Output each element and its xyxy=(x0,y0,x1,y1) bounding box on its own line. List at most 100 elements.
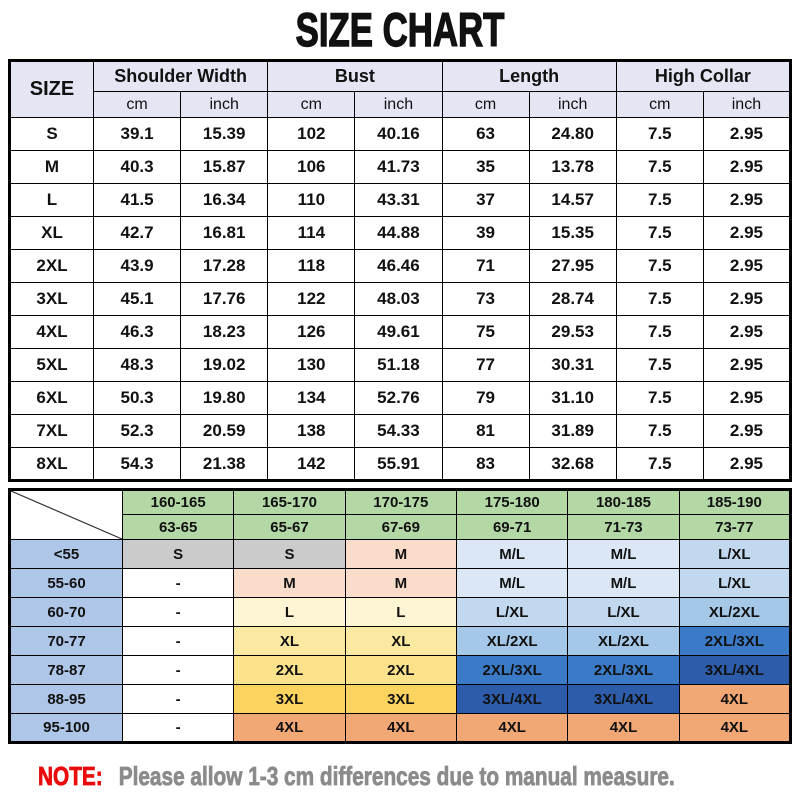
size-row-label: XL xyxy=(9,216,94,250)
measurement-cell: 7.5 xyxy=(615,150,704,184)
measurement-cell: 15.87 xyxy=(180,150,269,184)
group-header-cell: High Collar xyxy=(615,60,792,92)
measurement-cell: 46.3 xyxy=(92,315,182,349)
unit-header-cell: inch xyxy=(528,91,617,118)
note-inner: NOTE: Please allow 1-3 cm differences due… xyxy=(38,761,675,792)
weight-row-label: 70-77 xyxy=(9,626,123,656)
measurement-cell: 37 xyxy=(441,183,530,217)
fit-size-cell: - xyxy=(121,713,235,743)
measurement-row: 5XL 48.3 19.02 130 51.18 77 30.31 7.5 2.95 xyxy=(9,348,792,382)
measurement-cell: 31.10 xyxy=(528,381,617,415)
fit-size-cell: XL/2XL xyxy=(455,626,569,656)
measurement-cell: 7.5 xyxy=(615,282,704,316)
measurement-cell: 83 xyxy=(441,447,530,481)
measurement-cell: 114 xyxy=(267,216,356,250)
measurement-cell: 27.95 xyxy=(528,249,617,283)
fit-table-head: 160-165 165-170 170-175 175-180 180-185 185-1… xyxy=(9,489,792,540)
fit-size-cell: 3XL/4XL xyxy=(455,684,569,714)
measurement-cell: 110 xyxy=(267,183,356,217)
note-label: NOTE: xyxy=(38,761,103,792)
measurement-cell: 52.3 xyxy=(92,414,182,448)
fit-size-cell: M xyxy=(344,568,457,598)
fit-size-cell: L/XL xyxy=(455,597,569,627)
size-row-label: 3XL xyxy=(9,282,94,316)
measurement-cell: 30.31 xyxy=(528,348,617,382)
fit-size-cell: M xyxy=(233,568,346,598)
measurement-cell: 2.95 xyxy=(702,447,792,481)
fit-size-cell: M xyxy=(344,539,457,569)
measurement-cell: 40.16 xyxy=(354,117,443,151)
diagonal-line-icon xyxy=(11,491,122,539)
height-range-cell: 160-165 xyxy=(121,489,235,515)
measurement-cell: 21.38 xyxy=(180,447,269,481)
measurement-cell: 2.95 xyxy=(702,117,792,151)
measurement-cell: 29.53 xyxy=(528,315,617,349)
fit-row: 95-100-4XL 4XL 4XL 4XL 4XL xyxy=(9,713,792,743)
unit-header-cell: inch xyxy=(702,91,792,118)
measurement-cell: 126 xyxy=(267,315,356,349)
fit-size-cell: XL xyxy=(233,626,346,656)
fit-size-cell: 4XL xyxy=(567,713,680,743)
measurement-cell: 71 xyxy=(441,249,530,283)
fit-size-cell: L xyxy=(233,597,346,627)
measurement-table-body: S 39.1 15.39 102 40.16 63 24.80 7.5 2.95 M 40.3 15.… xyxy=(9,117,792,481)
height-range-cell: 180-185 xyxy=(567,489,680,515)
measurement-cell: 52.76 xyxy=(354,381,443,415)
measurement-cell: 134 xyxy=(267,381,356,415)
measurement-cell: 15.39 xyxy=(180,117,269,151)
measurement-cell: 51.18 xyxy=(354,348,443,382)
fit-size-cell: XL xyxy=(344,626,457,656)
measurement-row: 8XL 54.3 21.38 142 55.91 83 32.68 7.5 2.95 xyxy=(9,447,792,481)
weight-row-label: 88-95 xyxy=(9,684,123,714)
size-row-label: S xyxy=(9,117,94,151)
fit-size-cell: S xyxy=(121,539,235,569)
measurement-cell: 77 xyxy=(441,348,530,382)
measurement-cell: 17.76 xyxy=(180,282,269,316)
measurement-cell: 49.61 xyxy=(354,315,443,349)
measurement-cell: 19.02 xyxy=(180,348,269,382)
measurement-cell: 39.1 xyxy=(92,117,182,151)
measurement-cell: 40.3 xyxy=(92,150,182,184)
weight-row-label: 78-87 xyxy=(9,655,123,685)
measurement-cell: 55.91 xyxy=(354,447,443,481)
measurement-cell: 7.5 xyxy=(615,447,704,481)
measurement-cell: 45.1 xyxy=(92,282,182,316)
size-row-label: 4XL xyxy=(9,315,94,349)
fit-size-cell: 4XL xyxy=(678,684,792,714)
fit-size-cell: - xyxy=(121,684,235,714)
measurement-cell: 63 xyxy=(441,117,530,151)
measurement-cell: 2.95 xyxy=(702,282,792,316)
measurement-cell: 28.74 xyxy=(528,282,617,316)
fit-row: 78-87-2XL 2XL 2XL/3XL 2XL/3XL 3XL/4XL xyxy=(9,655,792,685)
measurement-cell: 106 xyxy=(267,150,356,184)
measurement-cell: 7.5 xyxy=(615,315,704,349)
measurement-cell: 17.28 xyxy=(180,249,269,283)
measurement-cell: 16.81 xyxy=(180,216,269,250)
measurement-row: 6XL 50.3 19.80 134 52.76 79 31.10 7.5 2.95 xyxy=(9,381,792,415)
fit-size-cell: L/XL xyxy=(678,539,792,569)
fit-table-body: <55 S S M M/L M/L L/XL 55-60- M M M/L M/L L/XL 60-70-… xyxy=(9,539,792,743)
fit-size-cell: 4XL xyxy=(233,713,346,743)
fit-table-wrap: 160-165 165-170 170-175 175-180 180-185 185-1… xyxy=(0,488,800,744)
measurement-cell: 130 xyxy=(267,348,356,382)
measurement-cell: 2.95 xyxy=(702,414,792,448)
fit-size-cell: M/L xyxy=(567,568,680,598)
size-row-label: 2XL xyxy=(9,249,94,283)
measurement-row: L 41.5 16.34 110 43.31 37 14.57 7.5 2.95 xyxy=(9,183,792,217)
measurement-cell: 13.78 xyxy=(528,150,617,184)
fit-row: 70-77- XL XL XL/2XL XL/2XL 2XL/3XL xyxy=(9,626,792,656)
height-range-cell: 185-190 xyxy=(678,489,792,515)
weight-row-label: 95-100 xyxy=(9,713,123,743)
weight-range-cell: 65-67 xyxy=(233,514,346,540)
measurement-cell: 19.80 xyxy=(180,381,269,415)
fit-size-cell: L/XL xyxy=(678,568,792,598)
fit-size-cell: L/XL xyxy=(567,597,680,627)
measurement-cell: 79 xyxy=(441,381,530,415)
measurement-row: 4XL 46.3 18.23 126 49.61 75 29.53 7.5 2.95 xyxy=(9,315,792,349)
measurement-row: M 40.3 15.87 106 41.73 35 13.78 7.5 2.95 xyxy=(9,150,792,184)
fit-size-cell: M/L xyxy=(567,539,680,569)
weight-row-label: 60-70 xyxy=(9,597,123,627)
unit-header-cell: inch xyxy=(354,91,443,118)
measurement-cell: 138 xyxy=(267,414,356,448)
fit-size-cell: - xyxy=(121,568,235,598)
